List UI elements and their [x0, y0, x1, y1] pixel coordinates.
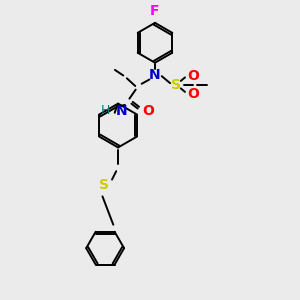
Text: S: S — [99, 178, 109, 192]
Text: N: N — [149, 68, 161, 82]
Text: O: O — [142, 103, 154, 118]
Text: H: H — [101, 104, 110, 117]
Text: O: O — [187, 69, 199, 83]
Text: N: N — [116, 103, 128, 118]
Text: S: S — [171, 78, 181, 92]
Text: F: F — [150, 4, 160, 18]
Text: O: O — [187, 87, 199, 100]
